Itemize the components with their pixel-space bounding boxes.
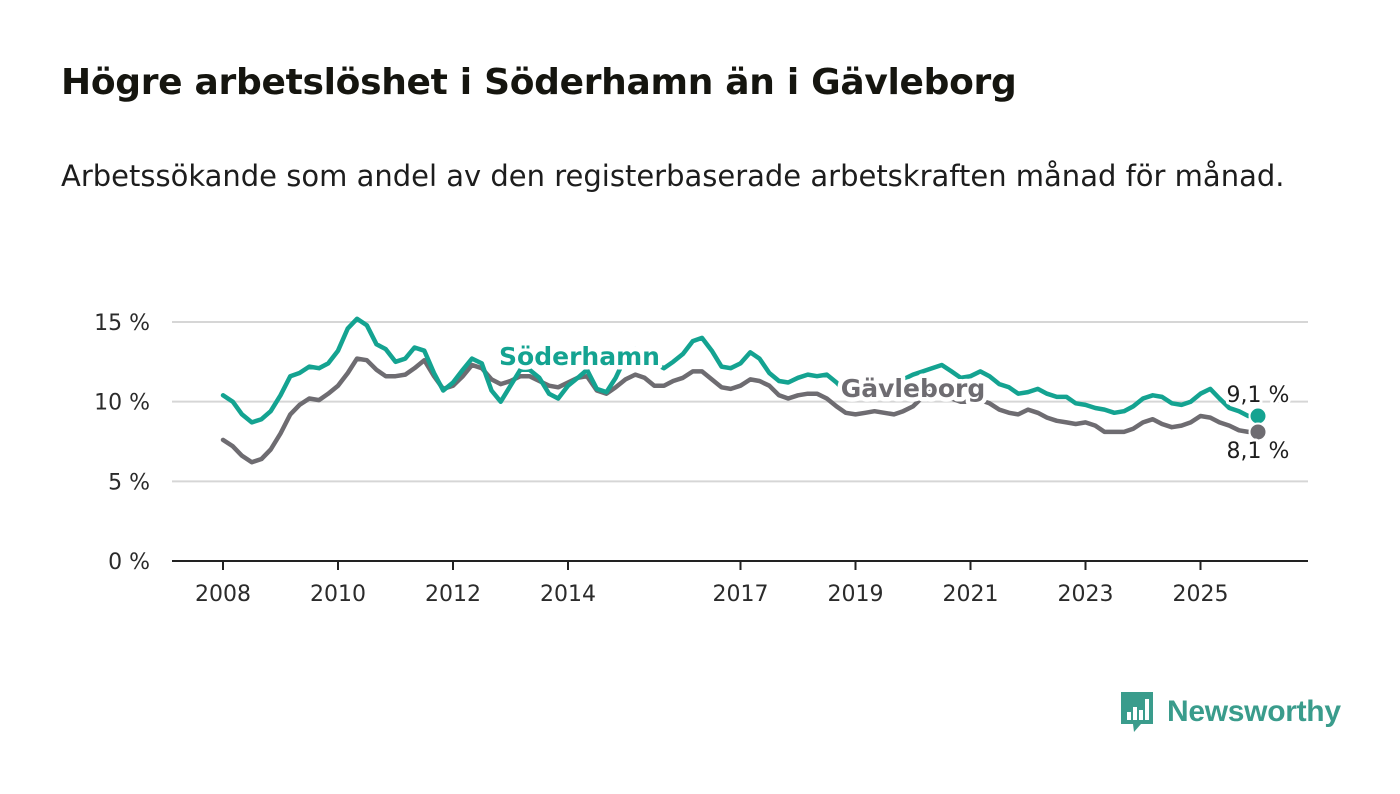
x-tick-label: 2014 (540, 582, 596, 607)
y-tick-label: 0 % (108, 550, 150, 575)
newsworthy-brand: Newsworthy (1119, 690, 1341, 734)
series-line-söderhamn (220, 316, 1261, 425)
x-tick-label: 2010 (310, 582, 366, 607)
chart-subtitle: Arbetssökande som andel av den registerb… (61, 159, 1285, 193)
end-point-söderhamn (1248, 406, 1268, 426)
series-line-gävleborg (220, 356, 1261, 465)
y-tick-label: 10 % (94, 391, 150, 416)
series-inline-label: Söderhamn (499, 342, 660, 371)
x-tick-label: 2017 (713, 582, 769, 607)
x-tick-label: 2021 (943, 582, 999, 607)
x-tick-label: 2023 (1058, 582, 1114, 607)
series-inline-label: Gävleborg (841, 374, 986, 403)
axes: 0 % 5 % 10 % 15 % 2008 2010 2012 2014 2017 2019 20… (94, 311, 1308, 607)
end-point-gävleborg (1248, 422, 1268, 442)
y-tick-label: 15 % (94, 311, 150, 336)
x-tick-label: 2008 (195, 582, 251, 607)
series-labels: Söderhamn Gävleborg 9,1 % 8,1 % (495, 338, 1293, 467)
newsworthy-logo-icon (1121, 692, 1153, 732)
brand-name: Newsworthy (1167, 695, 1341, 728)
y-tick-label: 5 % (108, 470, 150, 495)
x-tick-label: 2012 (425, 582, 481, 607)
x-tick-label: 2025 (1173, 582, 1229, 607)
series-lines (220, 316, 1261, 465)
x-tick-label: 2019 (828, 582, 884, 607)
end-value-label: 9,1 % (1227, 383, 1290, 408)
chart-title: Högre arbetslöshet i Söderhamn än i Gävl… (61, 62, 1017, 103)
end-value-label: 8,1 % (1227, 439, 1290, 464)
